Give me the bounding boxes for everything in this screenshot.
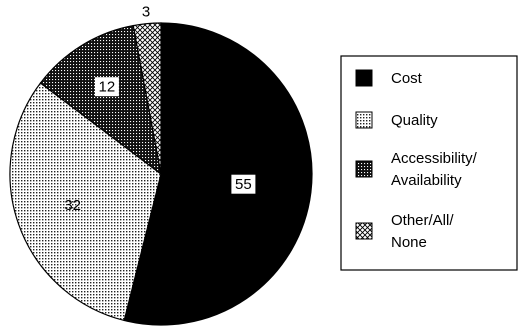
- legend-label: None: [391, 234, 427, 251]
- pie-slice-other-all-none: [132, 22, 162, 175]
- legend-label: Other/All/: [391, 212, 454, 229]
- data-label: 55: [235, 176, 252, 193]
- pie-data-labels: 55 32 12 3: [64, 4, 256, 214]
- legend-swatch: [355, 160, 373, 178]
- pie-slice-accessibility-availability: [39, 24, 162, 176]
- data-label-background: [231, 174, 256, 194]
- legend: Cost Quality Accessibility/Availability Oth…: [355, 69, 478, 251]
- data-label: 32: [64, 197, 81, 214]
- legend-label: Cost: [391, 70, 423, 87]
- legend-label: Quality: [391, 112, 438, 129]
- legend-swatch: [355, 222, 373, 240]
- pie-slice-quality: [9, 82, 162, 322]
- legend-label: Availability: [391, 172, 462, 189]
- data-label-background: [94, 77, 119, 97]
- data-label: 12: [99, 79, 116, 96]
- legend-label: Accessibility/: [391, 150, 478, 167]
- legend-swatch: [355, 111, 373, 129]
- pie-slice-cost: [123, 22, 313, 326]
- pie-slices: [9, 22, 313, 326]
- data-label: 3: [142, 4, 150, 21]
- legend-swatch: [355, 69, 373, 87]
